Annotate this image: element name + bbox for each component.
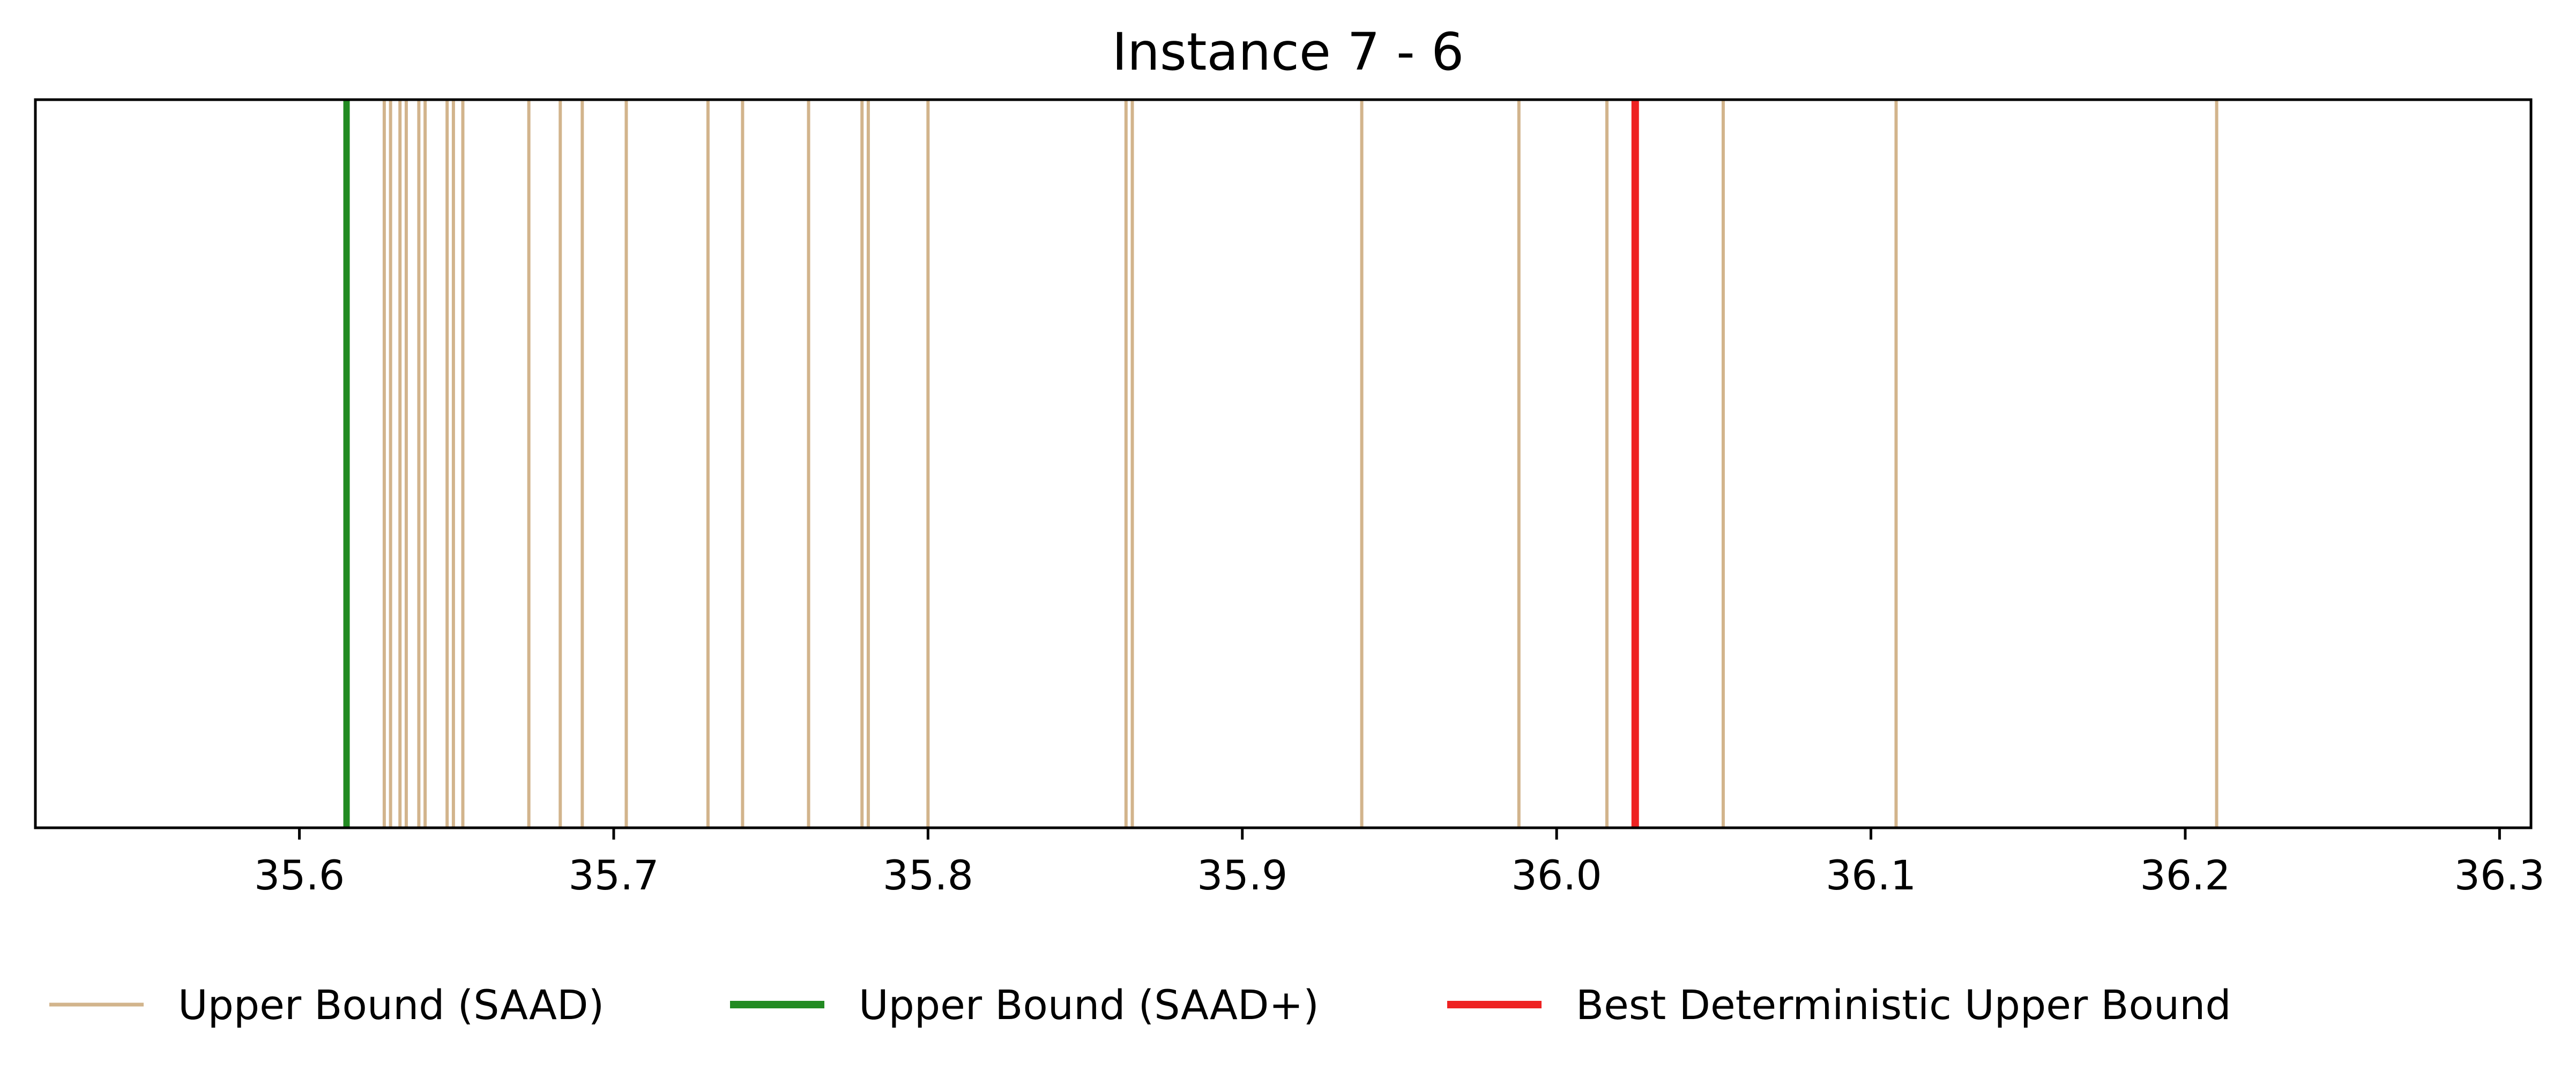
x-tick-label-6: 36.2 [2140,851,2230,899]
legend: Upper Bound (SAAD) Upper Bound (SAAD+) Bes… [49,981,2231,1029]
plot-area-frame [34,98,2533,829]
x-axis: 35.6 35.7 35.8 35.9 36.0 36.1 36.2 36.3 [254,828,2545,899]
x-tick-label-5: 36.1 [1826,851,1916,899]
x-tick-label-7: 36.3 [2454,851,2545,899]
x-tick-label-1: 35.7 [568,851,659,899]
plot-lines [343,100,2218,828]
legend-label-0: Upper Bound (SAAD) [178,981,604,1029]
x-tick-label-4: 36.0 [1512,851,1602,899]
x-tick-label-0: 35.6 [254,851,345,899]
chart-title: Instance 7 - 6 [1112,22,1464,82]
x-tick-label-2: 35.8 [883,851,973,899]
legend-label-2: Best Deterministic Upper Bound [1576,981,2231,1029]
x-tick-label-3: 35.9 [1197,851,1287,899]
legend-label-1: Upper Bound (SAAD+) [859,981,1319,1029]
